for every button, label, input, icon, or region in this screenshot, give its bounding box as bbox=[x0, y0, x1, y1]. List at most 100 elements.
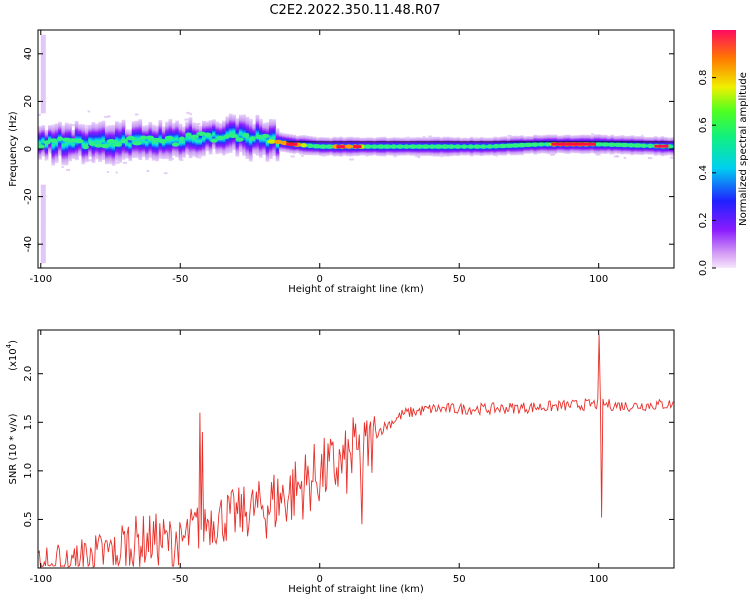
snr-y-tick-label: 2.0 bbox=[23, 366, 34, 382]
spectrogram-band-column bbox=[238, 114, 243, 153]
spectrogram-ridge-blob bbox=[38, 144, 45, 149]
snr-x-label: Height of straight line (km) bbox=[288, 584, 424, 595]
spectrogram-edge-artifact bbox=[40, 77, 46, 114]
spectrogram-ridge-blob bbox=[531, 142, 539, 147]
spectrogram-band-column bbox=[232, 114, 236, 151]
spectrogram-y-tick-label: 40 bbox=[23, 47, 34, 60]
spectrogram-ridge-blob bbox=[493, 144, 500, 149]
snr-y-tick-label: 1.0 bbox=[23, 463, 34, 479]
spectrogram-noise-speckle bbox=[418, 156, 421, 159]
spectrogram-noise-speckle bbox=[670, 156, 674, 159]
spectrogram-ridge-blob bbox=[68, 138, 78, 143]
spectrogram-noise-speckle bbox=[104, 115, 109, 118]
spectrogram-band-column bbox=[118, 122, 123, 163]
spectrogram-band-column bbox=[165, 121, 169, 160]
spectrogram-noise-speckle bbox=[349, 158, 354, 161]
spectrogram-band-column bbox=[135, 120, 139, 159]
spectrogram-ridge-blob bbox=[523, 142, 534, 148]
spectrogram-ridge-blob bbox=[242, 132, 250, 138]
spectrogram-ridge-blob bbox=[100, 143, 110, 149]
spectrogram-band-column bbox=[151, 124, 156, 161]
spectrogram-ridge-blob bbox=[619, 142, 630, 148]
spectrogram-ridge-blob bbox=[190, 134, 199, 139]
spectrogram-band-column bbox=[61, 125, 66, 166]
spectrogram-ridge-blob bbox=[390, 144, 397, 149]
spectrogram-noise-speckle bbox=[415, 155, 420, 158]
colorbar-label: Normalized spectral amplitude bbox=[738, 72, 749, 226]
spectrogram-y-tick-label: 0 bbox=[23, 146, 34, 152]
spectrogram-noise-speckle bbox=[85, 125, 91, 128]
spectrogram-peak-segment bbox=[336, 145, 345, 149]
spectrogram-noise-speckle bbox=[134, 113, 139, 116]
snr-x-tick-label: 50 bbox=[453, 574, 466, 585]
spectrogram-ridge-blob bbox=[640, 143, 647, 148]
spectrogram-band-column bbox=[114, 121, 119, 162]
spectrogram-band-column bbox=[155, 125, 159, 162]
spectrogram-ridge-blob bbox=[223, 134, 230, 139]
spectrogram-ridge-blob bbox=[363, 144, 373, 149]
spectrogram-band-column bbox=[145, 125, 149, 161]
spectrogram-ridge-blob bbox=[49, 138, 58, 143]
snr-y-label: SNR (10 * v/v) bbox=[8, 413, 19, 484]
spectrogram-panel: -100 -50 0 50 100 -40 -20 0 20 40 Height of stra… bbox=[8, 29, 675, 295]
spectrogram-band-column bbox=[188, 117, 193, 159]
spectrogram-noise-speckle bbox=[393, 155, 397, 158]
figure-title: C2E2.2022.350.11.48.R07 bbox=[269, 3, 440, 18]
spectrogram-noise-speckle bbox=[613, 155, 618, 158]
spectrogram-ridge-blob bbox=[607, 142, 617, 147]
spectrogram-band-column bbox=[54, 123, 59, 163]
spectrogram-x-tick-label: 0 bbox=[317, 274, 323, 285]
spectrogram-peak-segment bbox=[353, 145, 362, 149]
spectrogram-edge-artifact bbox=[40, 34, 46, 78]
spectrogram-ridge-blob bbox=[414, 144, 424, 149]
spectrogram-ridge-blob bbox=[324, 144, 335, 149]
spectrogram-band-column bbox=[245, 116, 250, 160]
spectrogram-y-ticks: -40 -20 0 20 40 bbox=[23, 47, 674, 252]
spectrogram-noise-speckle bbox=[596, 153, 599, 156]
spectrogram-band-column bbox=[88, 124, 92, 157]
spectrogram-edge-artifact bbox=[40, 220, 46, 264]
snr-series-line bbox=[38, 334, 674, 568]
spectrogram-x-tick-label: 100 bbox=[589, 274, 608, 285]
spectrogram-noise-speckle bbox=[87, 110, 91, 113]
spectrogram-ridge-blob bbox=[228, 133, 238, 138]
spectrogram-band-column bbox=[195, 123, 200, 158]
spectrogram-band-column bbox=[98, 121, 102, 162]
spectrogram-ridge-blob bbox=[164, 135, 174, 141]
spectrogram-band-column bbox=[272, 119, 277, 157]
spectrogram-ridge-blob bbox=[132, 141, 142, 146]
snr-x-tick-label: 100 bbox=[589, 574, 608, 585]
spectrogram-band-column bbox=[175, 120, 179, 158]
spectrogram-noise-speckle bbox=[428, 135, 433, 138]
spectrogram-ridge-blob bbox=[544, 142, 551, 147]
spectrogram-ridge-blob bbox=[473, 144, 482, 149]
colorbar: 0.0 0.2 0.4 0.6 0.8 Normalized spectral ampl… bbox=[698, 30, 749, 276]
spectrogram-band-column bbox=[84, 127, 89, 163]
spectrogram-ridge-blob bbox=[139, 135, 147, 140]
spectrogram-ridge-blob bbox=[440, 144, 450, 149]
spectrogram-band-column bbox=[81, 124, 86, 165]
spectrogram-band-column bbox=[148, 121, 153, 159]
spectrogram-band-column bbox=[108, 125, 113, 164]
spectrogram-noise-speckle bbox=[647, 157, 653, 160]
spectrogram-ridge-blob bbox=[158, 138, 167, 144]
colorbar-tick-label: 0.2 bbox=[698, 212, 709, 228]
spectrogram-ridge-blob bbox=[396, 144, 404, 149]
snr-plot-area bbox=[38, 330, 674, 568]
spectrogram-band-column bbox=[262, 122, 267, 155]
spectrogram-ridge-blob bbox=[467, 144, 474, 149]
snr-x-ticks: -100 -50 0 50 100 bbox=[29, 330, 608, 585]
spectrogram-noise-speckle bbox=[71, 124, 76, 127]
spectrogram-band-column bbox=[235, 118, 240, 157]
spectrogram-noise-speckle bbox=[405, 136, 410, 139]
colorbar-ticks: 0.0 0.2 0.4 0.6 0.8 bbox=[698, 70, 716, 276]
spectrogram-band-column bbox=[38, 126, 42, 160]
spectrogram-band-column bbox=[138, 119, 143, 161]
spectrogram-noise-speckle bbox=[122, 161, 128, 164]
spectrogram-noise-speckle bbox=[507, 134, 512, 137]
spectrogram-band-column bbox=[64, 122, 69, 166]
spectrogram-noise-speckle bbox=[641, 134, 644, 137]
spectrogram-noise-speckle bbox=[108, 115, 111, 118]
spectrogram-ridge-blob bbox=[595, 142, 603, 147]
snr-multiplier: (x104) bbox=[5, 340, 19, 371]
